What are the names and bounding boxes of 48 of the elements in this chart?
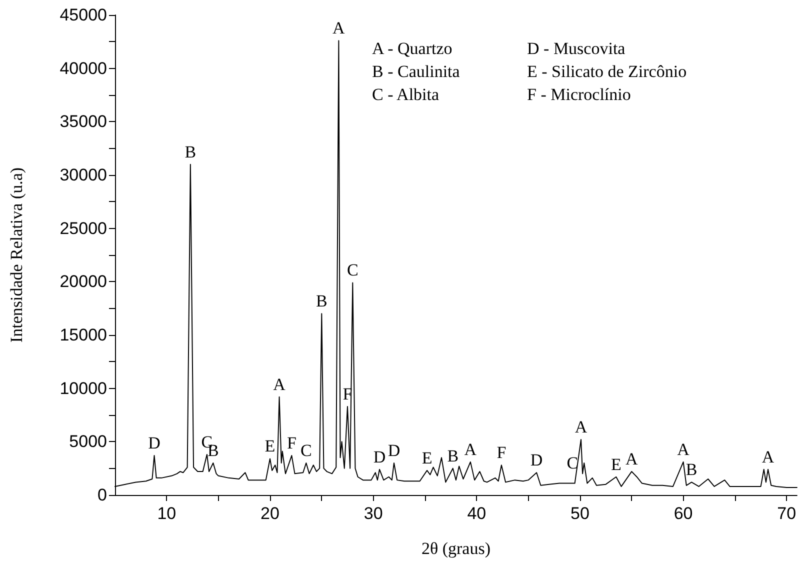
annotation: D (373, 447, 386, 466)
annotation: E (264, 436, 276, 456)
annotation: A (574, 418, 588, 437)
y-tick-label: 5000 (69, 432, 107, 452)
y-tick-label: 30000 (60, 166, 107, 184)
annotation: A (625, 450, 638, 469)
x-axis-title: 2θ (graus) (421, 539, 490, 558)
y-tick-label: 45000 (60, 6, 107, 24)
annotation: A (464, 440, 478, 459)
y-tick-label: 35000 (60, 112, 107, 132)
y-axis-title: Intensidade Relativa (u.a) (7, 167, 26, 343)
annotation: A (762, 447, 775, 466)
y-tick-label: 25000 (60, 218, 107, 238)
annotation: F (286, 434, 296, 453)
annotation: A - Quartzo (372, 39, 452, 58)
x-tick-label: 70 (777, 504, 796, 523)
annotation: C (566, 454, 578, 472)
x-tick-label: 30 (364, 504, 383, 523)
x-tick-label: 10 (157, 504, 176, 523)
x-tick-label: 20 (260, 504, 280, 523)
annotation: E - Silicato de Zircônio (527, 62, 687, 81)
annotation: E (422, 448, 432, 468)
x-tick-label: 50 (570, 504, 590, 523)
annotation: F (496, 443, 506, 462)
annotation: D (530, 450, 543, 470)
annotation: D (148, 434, 160, 453)
y-tick-label: 40000 (60, 58, 107, 78)
annotation: B (686, 460, 698, 480)
y-tick-label: 20000 (60, 272, 107, 292)
annotation: C - Albita (372, 85, 440, 104)
annotation: E (610, 454, 622, 474)
annotation: B (447, 446, 459, 466)
annotation: B (184, 142, 196, 162)
annotation: D (388, 441, 400, 460)
y-tick-label: 10000 (60, 378, 107, 398)
x-tick-label: 60 (674, 504, 693, 523)
x-tick-label: 40 (467, 504, 486, 523)
annotation: C (346, 260, 358, 280)
annotation: A (677, 440, 690, 459)
annotation: A (332, 18, 346, 38)
annotation: A (273, 374, 286, 394)
annotation: B - Caulinita (372, 62, 460, 81)
annotation: C (300, 441, 312, 460)
annotation: D - Muscovita (527, 39, 626, 58)
annotation: B (316, 292, 328, 311)
y-tick-label: 0 (98, 486, 107, 504)
y-tick-label: 15000 (60, 326, 107, 344)
annotation: F - Microclínio (527, 85, 631, 104)
